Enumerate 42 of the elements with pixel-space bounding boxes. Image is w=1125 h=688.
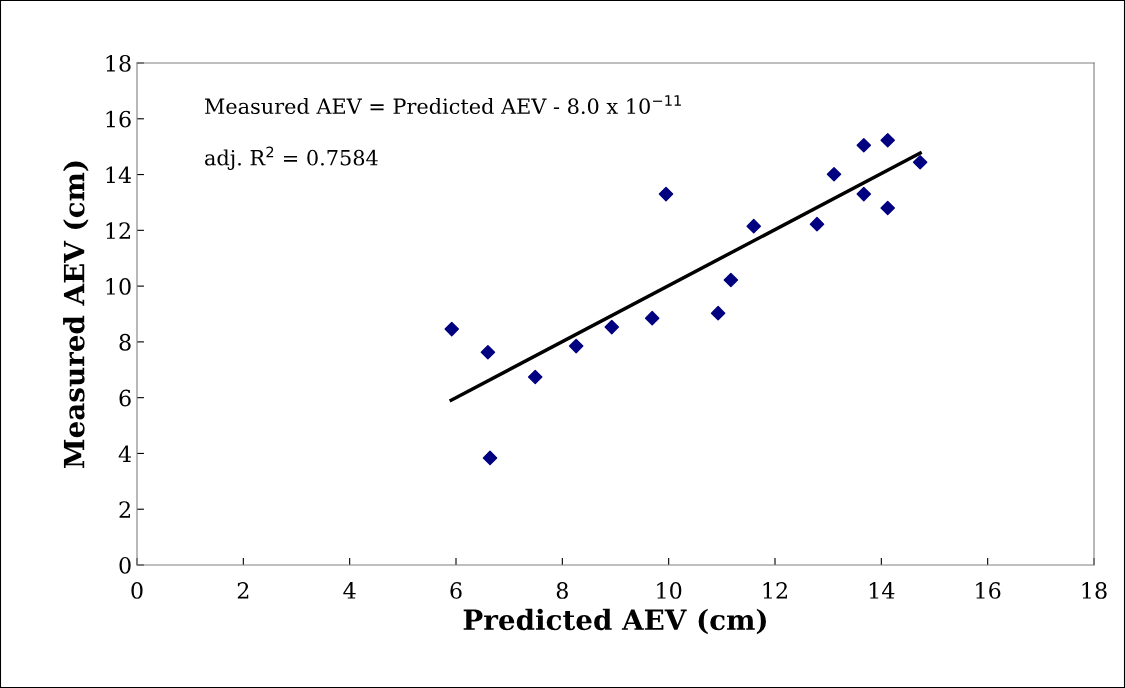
point xyxy=(527,369,543,385)
point xyxy=(880,200,895,216)
point xyxy=(856,186,872,202)
x-axis-title: Predicted AEV (cm) xyxy=(463,608,766,635)
point xyxy=(826,166,842,182)
x-tick-label: 0 xyxy=(131,582,143,599)
x-tick-label: 8 xyxy=(556,582,568,599)
point xyxy=(480,344,496,360)
point xyxy=(604,319,620,335)
y-tick-label: 14 xyxy=(106,166,132,183)
x-tick-label: 2 xyxy=(237,582,249,599)
point xyxy=(809,216,825,232)
point xyxy=(856,137,872,153)
x-tick-label: 12 xyxy=(763,582,787,599)
point xyxy=(658,186,674,202)
y-tick-label: 16 xyxy=(106,110,131,128)
point xyxy=(880,132,895,148)
y-tick-label: 12 xyxy=(106,222,130,239)
x-tick-label: 6 xyxy=(450,582,462,599)
x-tick-label: 4 xyxy=(343,582,356,599)
x-tick-label: 14 xyxy=(869,582,895,599)
y-axis-title: Measured AEV (cm) xyxy=(63,161,89,468)
point xyxy=(644,310,660,326)
y-tick-label: 18 xyxy=(106,54,131,72)
x-tick-label: 16 xyxy=(976,582,1001,599)
point xyxy=(444,321,460,337)
x-tick-label: 18 xyxy=(1082,582,1107,599)
point xyxy=(710,305,726,321)
point xyxy=(568,338,584,354)
point xyxy=(746,218,762,234)
annotation: Measured AEV = Predicted AEV - 8.0 x 10$^{−11}$ xyxy=(205,95,681,115)
point xyxy=(912,155,928,170)
point xyxy=(482,450,498,466)
annotation: adj. R$^{2}$ = 0.7584 xyxy=(205,146,378,170)
point xyxy=(723,272,739,288)
y-tick-label: 6 xyxy=(119,389,131,407)
x-tick-label: 10 xyxy=(657,582,682,599)
y-tick-label: 4 xyxy=(118,445,132,462)
y-tick-label: 0 xyxy=(119,556,131,574)
y-tick-label: 2 xyxy=(119,501,130,518)
y-tick-label: 10 xyxy=(106,278,131,295)
y-tick-label: 8 xyxy=(119,333,131,351)
